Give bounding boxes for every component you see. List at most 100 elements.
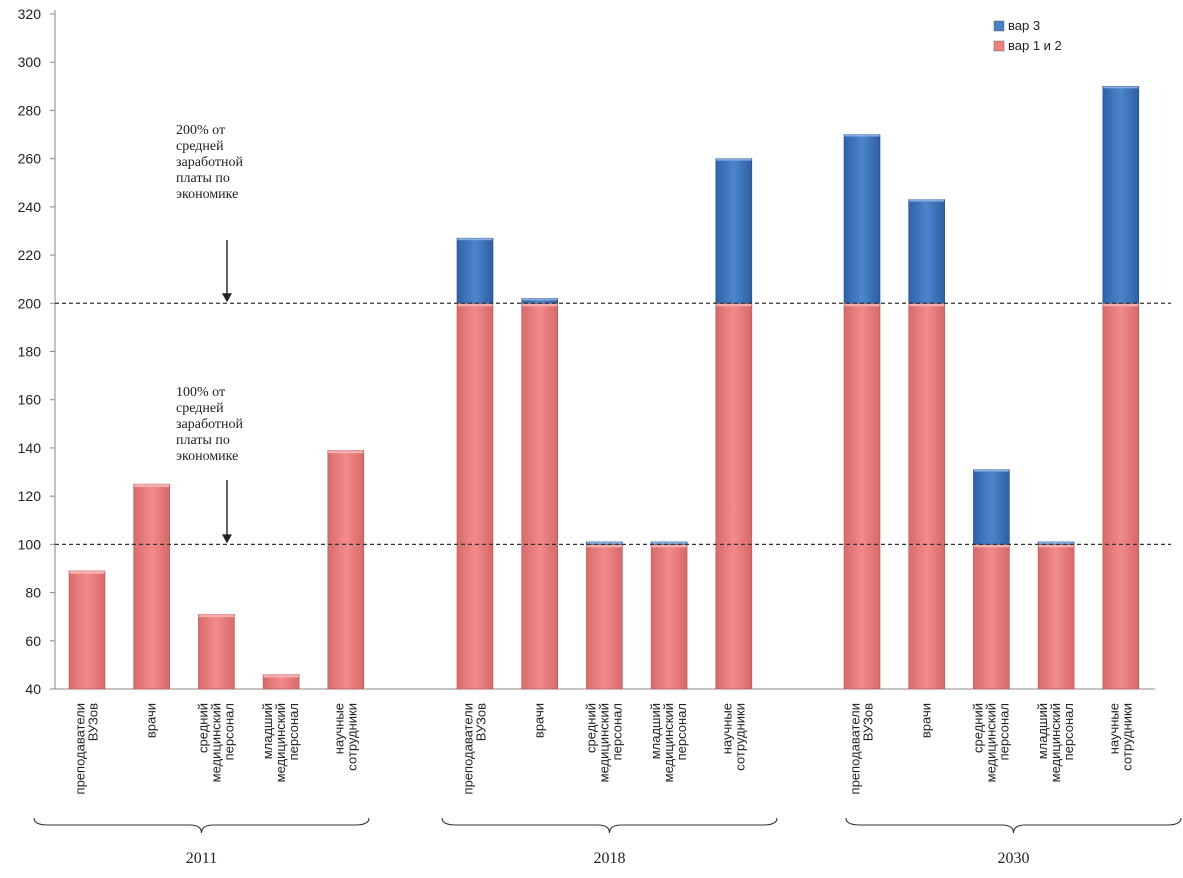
category-label-line: средний: [195, 703, 210, 753]
category-label-line: младший: [1035, 703, 1050, 759]
bar-base: [456, 302, 494, 690]
annotation-line: платы по: [176, 171, 230, 186]
annotation-line: платы по: [176, 433, 230, 448]
category-label-line: ВУЗов: [86, 703, 101, 741]
category-label-line: медицинский: [208, 703, 223, 782]
bar-base: [650, 544, 688, 690]
category-label-line: ВУЗов: [861, 703, 876, 741]
category-label-line: персонал: [221, 703, 236, 760]
bar-extra-cap: [973, 469, 1009, 472]
bar-extra-cap: [522, 298, 558, 301]
category-label-line: медицинский: [596, 703, 611, 782]
category-label: врачи: [532, 703, 547, 738]
group-brace: [845, 817, 1182, 834]
bar-base: [843, 302, 881, 690]
annotation-line: 100% от: [176, 385, 225, 400]
group-label: 2011: [186, 850, 217, 867]
annotation-line: заработной: [176, 417, 244, 432]
category-label-line: младший: [648, 703, 663, 759]
bar-base-cap: [198, 614, 234, 618]
bar-base: [715, 302, 753, 690]
legend-label: вар 3: [1008, 18, 1040, 33]
category-label-line: персонал: [609, 703, 624, 760]
bar-extra-cap: [457, 238, 493, 241]
bar-base-cap: [716, 303, 752, 307]
y-tick-label: 140: [18, 440, 42, 456]
category-label-line: медицинский: [1048, 703, 1063, 782]
category-label-line: врачи: [919, 703, 934, 738]
category-label-line: преподаватели: [461, 703, 476, 794]
group-brace: [33, 817, 370, 834]
category-label-line: младший: [260, 703, 275, 759]
category-label-line: средний: [583, 703, 598, 753]
category-label-line: ВУЗов: [474, 703, 489, 741]
y-tick-label: 180: [18, 344, 42, 360]
bar-base: [908, 302, 946, 690]
bar-extra: [1102, 86, 1140, 304]
bar-base: [133, 483, 170, 690]
annotation-arrow-head: [222, 534, 232, 544]
bar-base-cap: [328, 450, 364, 454]
bar-base: [973, 544, 1010, 690]
bar-base: [1037, 544, 1075, 690]
category-label-line: врачи: [144, 703, 159, 738]
y-tick-label: 60: [25, 633, 41, 649]
y-tick-label: 40: [25, 681, 41, 697]
bar-extra: [456, 237, 494, 304]
category-label-line: медицинский: [983, 703, 998, 782]
y-tick-label: 100: [18, 536, 42, 552]
category-label-line: сотрудники: [1119, 703, 1134, 771]
bar-base-cap: [522, 303, 558, 307]
category-label-line: медицинский: [273, 703, 288, 782]
legend-label: вар 1 и 2: [1008, 38, 1062, 53]
y-tick-label: 260: [18, 151, 42, 167]
bar-extra-cap: [586, 541, 622, 544]
y-tick-label: 280: [18, 102, 42, 118]
bar-base-cap: [586, 544, 622, 548]
category-label-line: сотрудники: [344, 703, 359, 771]
bar-base-cap: [69, 570, 105, 574]
bar-base-cap: [844, 303, 880, 307]
y-tick-label: 240: [18, 199, 42, 215]
category-label-line: научные: [1106, 703, 1121, 754]
bar-base-cap: [651, 544, 687, 548]
annotation-line: средней: [176, 401, 224, 416]
category-label-line: персонал: [1061, 703, 1076, 760]
bar-extra: [908, 199, 946, 304]
category-label-line: персонал: [674, 703, 689, 760]
category-label-line: сотрудники: [732, 703, 747, 771]
bar-extra-cap: [651, 541, 687, 544]
annotation-line: средней: [176, 139, 224, 154]
bar-extra-cap: [716, 158, 752, 161]
bar-extra-cap: [1038, 541, 1074, 544]
legend-swatch: [993, 40, 1005, 52]
category-label-line: научные: [719, 703, 734, 754]
bar-extra: [973, 469, 1010, 545]
bar-extra: [843, 134, 881, 304]
category-label-line: научные: [331, 703, 346, 754]
annotation-line: экономике: [176, 187, 238, 202]
category-label-line: врачи: [532, 703, 547, 738]
bar-base: [198, 613, 235, 690]
bar-base-cap: [973, 544, 1009, 548]
bar-extra-cap: [909, 199, 945, 202]
category-label: врачи: [144, 703, 159, 738]
annotation-line: экономике: [176, 449, 238, 464]
bar-extra: [715, 158, 753, 304]
legend-swatch: [993, 20, 1005, 32]
bar-base: [521, 302, 559, 690]
bar-base: [68, 570, 106, 690]
annotation-line: заработной: [176, 155, 244, 170]
